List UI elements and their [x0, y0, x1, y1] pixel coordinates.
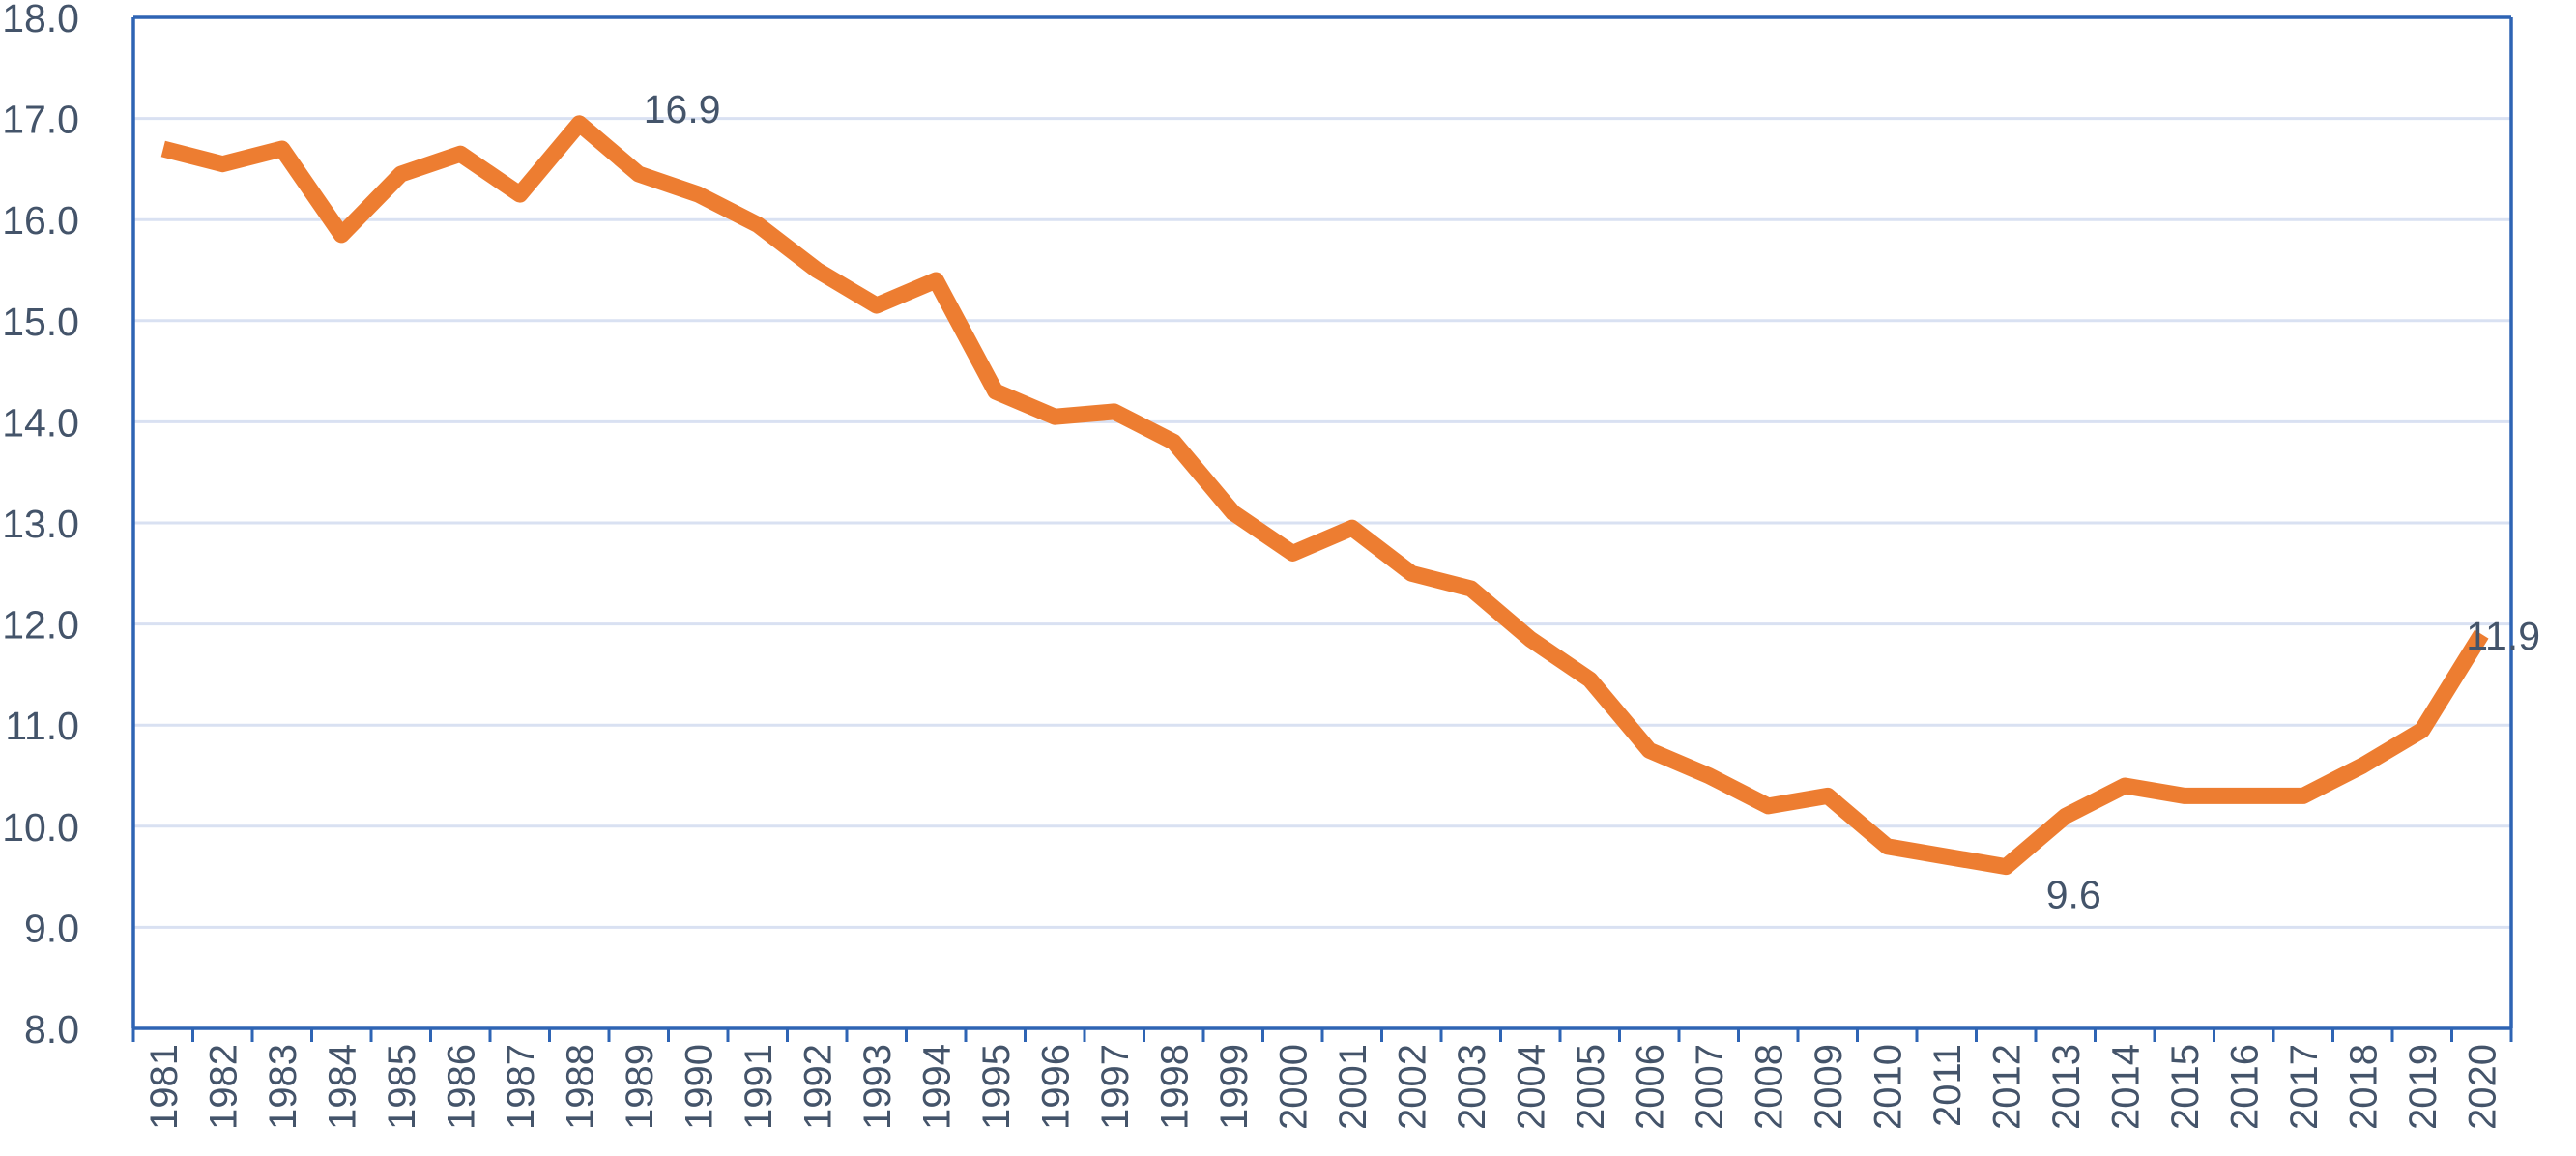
y-tick-label: 18.0	[2, 0, 79, 41]
x-tick-label: 2020	[2461, 1044, 2504, 1130]
y-tick-label: 17.0	[2, 98, 79, 142]
x-tick-label: 2005	[1570, 1044, 1612, 1130]
data-labels: 16.9 9.6 11.9	[644, 87, 2540, 917]
x-tick-label: 1999	[1213, 1044, 1256, 1130]
x-tick-label: 2004	[1510, 1044, 1552, 1130]
x-tick-label: 2014	[2104, 1044, 2147, 1130]
x-tick-label: 2006	[1629, 1044, 1671, 1130]
gridlines	[133, 117, 2511, 929]
x-tick-label: 1995	[975, 1044, 1018, 1130]
y-tick-label: 11.0	[5, 704, 79, 748]
x-tick-label: 1986	[440, 1044, 482, 1130]
y-tick-label: 14.0	[2, 400, 79, 445]
x-tick-label: 1984	[321, 1044, 363, 1130]
axes	[131, 15, 2513, 1042]
x-tick-label: 2012	[1985, 1044, 2028, 1130]
y-axis-tick-labels: 8.0 9.0 10.0 11.0 12.0 13.0 14.0 15.0 16.0 17.0 18…	[2, 0, 79, 1052]
x-tick-label: 2016	[2223, 1044, 2266, 1130]
x-tick-label: 1998	[1153, 1044, 1196, 1130]
x-tick-label: 2019	[2402, 1044, 2445, 1130]
series	[160, 115, 2489, 876]
series-line	[160, 115, 2489, 876]
x-tick-label: 2002	[1391, 1044, 1433, 1130]
x-tick-label: 1996	[1034, 1044, 1077, 1130]
x-tick-label: 2015	[2164, 1044, 2207, 1130]
y-tick-label: 10.0	[2, 805, 79, 850]
x-tick-label: 1982	[202, 1044, 245, 1130]
x-tick-label: 2000	[1272, 1044, 1315, 1130]
x-tick-label: 1988	[559, 1044, 601, 1130]
data-label: 16.9	[644, 87, 721, 131]
x-tick-label: 1981	[143, 1044, 186, 1130]
y-tick-label: 9.0	[24, 906, 79, 950]
x-tick-label: 1985	[381, 1044, 423, 1130]
x-tick-label: 2013	[2045, 1044, 2088, 1130]
x-tick-label: 2018	[2342, 1044, 2385, 1130]
x-tick-label: 1992	[796, 1044, 839, 1130]
x-tick-label: 2011	[1926, 1044, 1969, 1127]
x-tick-label: 1991	[738, 1044, 780, 1130]
y-tick-label: 13.0	[2, 502, 79, 546]
y-tick-label: 8.0	[24, 1007, 79, 1052]
x-tick-label: 2003	[1451, 1044, 1493, 1130]
x-tick-label: 1987	[500, 1044, 542, 1130]
x-axis-tick-labels: 1981 1982 1983 1984 1985 1986 1987 1988 1989 1990…	[143, 1044, 2504, 1130]
x-tick-label: 1990	[678, 1044, 720, 1130]
x-tick-label: 2017	[2283, 1044, 2326, 1130]
x-tick-label: 2010	[1867, 1044, 1909, 1130]
x-tick-label: 1983	[262, 1044, 304, 1130]
y-tick-label: 15.0	[2, 300, 79, 344]
x-tick-label: 1989	[619, 1044, 661, 1130]
x-tick-label: 2007	[1689, 1044, 1731, 1130]
x-tick-label: 2001	[1332, 1044, 1375, 1130]
x-tick-label: 1994	[915, 1044, 958, 1130]
x-tick-label: 2009	[1808, 1044, 1850, 1130]
data-label: 11.9	[2466, 614, 2540, 658]
x-tick-label: 1993	[856, 1044, 899, 1130]
data-label: 9.6	[2046, 873, 2101, 917]
y-tick-label: 16.0	[2, 198, 79, 243]
x-tick-label: 2008	[1748, 1044, 1790, 1130]
x-tick-label: 1997	[1094, 1044, 1137, 1130]
y-tick-label: 12.0	[2, 603, 79, 648]
